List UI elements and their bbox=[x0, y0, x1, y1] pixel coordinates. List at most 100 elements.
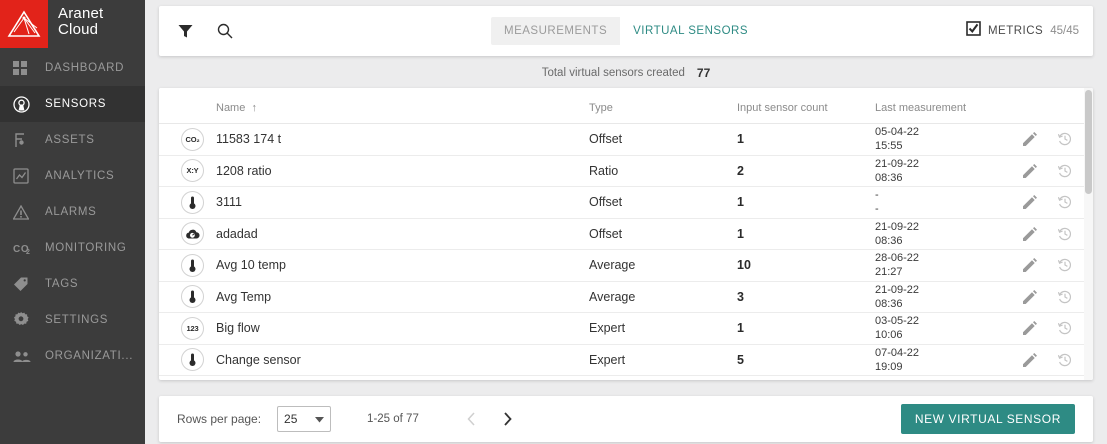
table-row[interactable]: 3111 Offset 1 -- bbox=[159, 186, 1093, 219]
cell-count: 1 bbox=[737, 123, 875, 156]
pencil-edit-icon[interactable] bbox=[1021, 194, 1038, 211]
cell-type: Offset bbox=[589, 186, 737, 219]
thermometer-icon bbox=[181, 190, 204, 214]
sensor-name: Avg Temp bbox=[216, 289, 272, 304]
cell-type: Expert bbox=[589, 344, 737, 376]
chevron-left-icon[interactable] bbox=[463, 410, 481, 428]
sidebar: Aranet Cloud DASHBOARD bbox=[0, 0, 145, 444]
alarms-icon bbox=[13, 204, 39, 220]
cell-count: 1 bbox=[737, 312, 875, 345]
column-header-name[interactable]: Name ↑ bbox=[159, 88, 589, 124]
thermometer-icon bbox=[181, 348, 204, 372]
sidebar-item-analytics[interactable]: ANALYTICS bbox=[0, 158, 145, 194]
table-scroll-area: Name ↑ Type Input sensor count Last meas… bbox=[159, 88, 1093, 380]
table-row[interactable]: 123 Big flow Expert 1 03-05-22 10:06 bbox=[159, 312, 1093, 345]
history-clock-icon[interactable] bbox=[1056, 351, 1073, 368]
sensor-name: Big flow bbox=[216, 321, 260, 336]
cell-last-measurement: 28-06-22 21:27 bbox=[875, 249, 1015, 282]
sensors-icon bbox=[13, 95, 39, 113]
sidebar-nav: DASHBOARD SENSORS bbox=[0, 48, 145, 374]
cell-actions bbox=[1015, 218, 1093, 250]
table-scrollbar-thumb[interactable] bbox=[1085, 90, 1092, 194]
assets-icon bbox=[13, 132, 39, 148]
history-clock-icon[interactable] bbox=[1056, 288, 1073, 305]
arrow-up-icon: ↑ bbox=[248, 102, 257, 114]
filter-icon[interactable] bbox=[173, 19, 197, 43]
table-row[interactable]: CO₂ 11583 174 t Offset 1 05-04-22 15:55 bbox=[159, 123, 1093, 156]
history-clock-icon[interactable] bbox=[1056, 194, 1073, 211]
cell-type: Average bbox=[589, 281, 737, 313]
checkbox-checked-icon bbox=[966, 21, 981, 41]
sensor-name: adadad bbox=[216, 226, 258, 241]
virtual-sensors-table: Name ↑ Type Input sensor count Last meas… bbox=[159, 88, 1093, 376]
dashboard-icon bbox=[13, 60, 39, 76]
rows-per-page-value: 25 bbox=[284, 412, 298, 426]
cell-actions bbox=[1015, 186, 1093, 219]
cell-last-measurement: 21-09-22 08:36 bbox=[875, 281, 1015, 313]
table-scrollbar-track[interactable] bbox=[1084, 88, 1093, 380]
metrics-toggle[interactable]: METRICS 45/45 bbox=[966, 21, 1079, 41]
sidebar-item-settings[interactable]: SETTINGS bbox=[0, 302, 145, 338]
tab-virtual-sensors[interactable]: VIRTUAL SENSORS bbox=[620, 17, 761, 45]
pagination-controls bbox=[463, 410, 517, 428]
tab-measurements[interactable]: MEASUREMENTS bbox=[504, 25, 608, 37]
pencil-edit-icon[interactable] bbox=[1021, 288, 1038, 305]
brand[interactable]: Aranet Cloud bbox=[0, 0, 145, 48]
history-clock-icon[interactable] bbox=[1056, 131, 1073, 148]
column-header-type[interactable]: Type bbox=[589, 88, 737, 124]
cloud-gauge-icon bbox=[181, 222, 204, 246]
sidebar-item-label: ORGANIZATI... bbox=[45, 350, 134, 362]
history-clock-icon[interactable] bbox=[1056, 320, 1073, 337]
metrics-label: METRICS bbox=[987, 25, 1044, 37]
column-header-last-measurement[interactable]: Last measurement bbox=[875, 88, 1015, 124]
cell-last-measurement: 05-04-22 15:55 bbox=[875, 123, 1015, 156]
pencil-edit-icon[interactable] bbox=[1021, 257, 1038, 274]
cell-actions bbox=[1015, 155, 1093, 187]
cell-last-measurement: 21-09-22 08:36 bbox=[875, 155, 1015, 187]
pencil-edit-icon[interactable] bbox=[1021, 225, 1038, 242]
sidebar-item-assets[interactable]: ASSETS bbox=[0, 122, 145, 158]
thermometer-icon bbox=[181, 253, 204, 277]
cell-actions bbox=[1015, 123, 1093, 156]
cell-count: 10 bbox=[737, 249, 875, 282]
cell-count: 1 bbox=[737, 218, 875, 250]
chevron-right-icon[interactable] bbox=[499, 410, 517, 428]
search-icon[interactable] bbox=[213, 19, 237, 43]
table-row[interactable]: Change sensor Expert 5 07-04-22 19:09 bbox=[159, 344, 1093, 376]
ratio-xy-icon: X:Y bbox=[181, 159, 204, 183]
sidebar-item-organizations[interactable]: ORGANIZATI... bbox=[0, 338, 145, 374]
pencil-edit-icon[interactable] bbox=[1021, 131, 1038, 148]
table-body: CO₂ 11583 174 t Offset 1 05-04-22 15:55 bbox=[159, 123, 1093, 376]
sidebar-item-monitoring[interactable]: CO 2 MONITORING bbox=[0, 230, 145, 266]
history-clock-icon[interactable] bbox=[1056, 257, 1073, 274]
column-header-name-label: Name bbox=[216, 102, 246, 114]
table-row[interactable]: Avg 10 temp Average 10 28-06-22 21:27 bbox=[159, 249, 1093, 282]
view-tabs: MEASUREMENTS VIRTUAL SENSORS bbox=[491, 17, 761, 45]
table-row[interactable]: Avg Temp Average 3 21-09-22 08:36 bbox=[159, 281, 1093, 313]
sidebar-item-label: MONITORING bbox=[45, 242, 127, 254]
history-clock-icon[interactable] bbox=[1056, 225, 1073, 242]
co2-icon: CO₂ bbox=[181, 127, 204, 151]
column-header-input-sensor-count[interactable]: Input sensor count bbox=[737, 88, 875, 124]
pencil-edit-icon[interactable] bbox=[1021, 162, 1038, 179]
pencil-edit-icon[interactable] bbox=[1021, 351, 1038, 368]
cell-type: Average bbox=[589, 249, 737, 282]
sidebar-item-label: ALARMS bbox=[45, 206, 97, 218]
sidebar-item-dashboard[interactable]: DASHBOARD bbox=[0, 50, 145, 86]
sidebar-item-label: TAGS bbox=[45, 278, 79, 290]
sidebar-item-alarms[interactable]: ALARMS bbox=[0, 194, 145, 230]
sidebar-item-sensors[interactable]: SENSORS bbox=[0, 86, 145, 122]
rows-per-page-select[interactable]: 25 bbox=[277, 406, 332, 432]
aranet-triangle-logo-icon bbox=[0, 0, 48, 48]
new-virtual-sensor-button[interactable]: NEW VIRTUAL SENSOR bbox=[900, 404, 1075, 434]
sensor-name: Avg 10 temp bbox=[216, 258, 286, 273]
cell-actions bbox=[1015, 344, 1093, 376]
table-row[interactable]: adadad Offset 1 21-09-22 08:36 bbox=[159, 218, 1093, 250]
analytics-icon bbox=[13, 168, 39, 184]
history-clock-icon[interactable] bbox=[1056, 162, 1073, 179]
tag-icon bbox=[13, 276, 39, 292]
sidebar-item-tags[interactable]: TAGS bbox=[0, 266, 145, 302]
pencil-edit-icon[interactable] bbox=[1021, 320, 1038, 337]
table-row[interactable]: X:Y 1208 ratio Ratio 2 21-09-22 08:36 bbox=[159, 155, 1093, 187]
